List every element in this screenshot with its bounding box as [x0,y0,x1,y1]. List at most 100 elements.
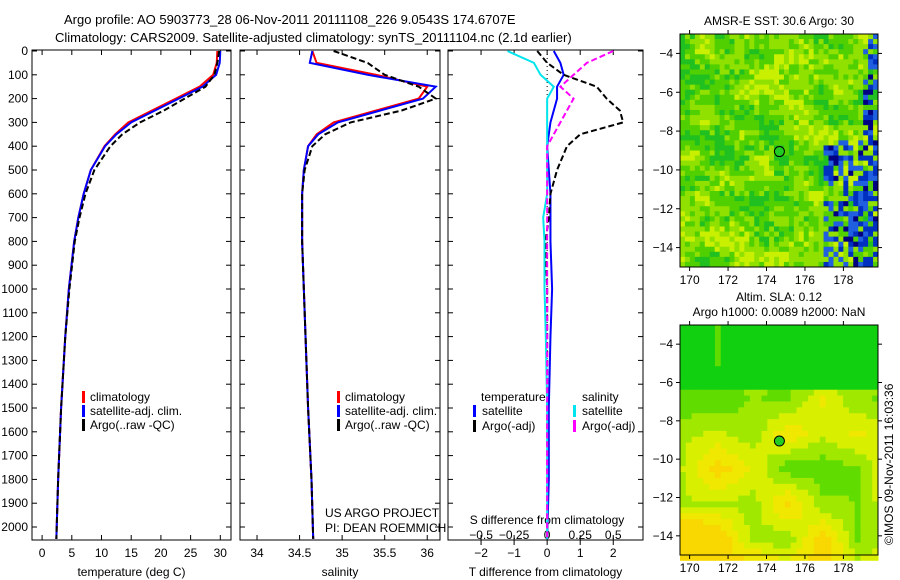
map-cell [689,130,696,136]
map-cell [774,236,780,243]
map-cell [854,495,862,502]
map-cell [689,221,696,227]
map-cell [769,251,775,258]
map-cell [837,489,844,497]
map-cell [813,366,821,373]
map-cell [697,460,704,467]
map-cell [709,216,716,222]
map-cell [738,325,745,332]
map-cell [873,79,879,86]
map-cell [744,89,750,96]
map-cell [858,34,864,40]
map-cell [761,548,768,555]
map-cell [802,507,809,514]
map-cell [684,160,691,167]
map-cell [744,246,750,253]
map-y-tick-label: −4 [659,337,673,351]
map-cell [680,525,687,532]
map-cell [798,109,805,116]
map-cell [755,513,763,520]
x-tick-label: 36 [421,546,435,560]
map-cell [773,483,780,491]
map-cell [828,261,834,268]
map-cell [734,74,740,81]
map-cell [853,236,859,243]
map-cell [813,216,820,222]
map-cell [853,145,859,151]
map-cell [774,44,780,50]
map-cell [858,140,864,146]
map-cell [819,507,827,514]
map-cell [699,150,706,157]
map-cell [866,448,873,455]
map-cell [779,241,785,248]
map-cell [703,466,710,473]
map-cell [779,548,786,555]
map-cell [853,104,859,111]
legend-swatch [82,419,85,431]
map-cell [873,175,879,182]
map-cell [848,472,856,479]
map-cell [831,354,838,361]
map-cell [843,206,849,212]
map-cell [680,261,686,268]
map-cell [796,401,803,408]
map-cell [823,104,829,111]
map-cell [793,74,800,81]
map-cell [848,196,854,202]
map-cell [866,513,873,520]
map-cell [779,84,785,91]
map-cell [726,442,733,450]
map-cell [744,94,750,101]
map-cell [759,175,765,182]
map-cell [825,342,832,350]
map-cell [709,466,716,473]
map-cell [709,120,716,126]
map-cell [744,477,751,485]
map-cell [769,140,775,146]
map-cell [761,372,768,379]
map-cell [755,330,763,338]
map-cell [734,140,740,146]
map-cell [802,336,809,344]
map-cell [761,477,768,485]
map-cell [784,407,792,414]
map-cell [838,241,844,248]
map-cell [860,348,867,355]
map-cell [860,354,867,361]
map-cell [699,64,706,70]
map-cell [694,109,701,116]
map-cell [739,206,745,212]
map-cell [738,442,745,450]
map-cell [848,407,856,414]
map-cell [868,150,874,157]
map-cell [769,180,775,187]
map-cell [734,109,740,116]
map-cell [784,507,792,514]
map-cell [818,196,825,202]
map-cell [803,241,810,248]
map-cell [714,407,722,414]
map-cell [684,140,691,146]
map-cell [868,191,874,197]
map-cell [764,196,770,202]
map-cell [848,425,856,432]
map-cell [739,211,745,217]
map-cell [744,175,750,182]
map-cell [755,525,763,532]
map-cell [703,554,710,561]
map-cell [726,419,733,426]
map-cell [837,519,844,526]
map-cell [749,442,757,450]
map-cell [719,211,726,217]
map-cell [720,448,728,455]
map-cell [866,495,873,502]
y-tick-label: 1300 [1,353,28,367]
map-cell [699,226,706,233]
map-cell [858,256,864,263]
map-cell [680,84,686,91]
map-cell [843,525,850,532]
map-cell [709,530,716,538]
map-cell [709,554,716,561]
map-cell [818,211,825,217]
